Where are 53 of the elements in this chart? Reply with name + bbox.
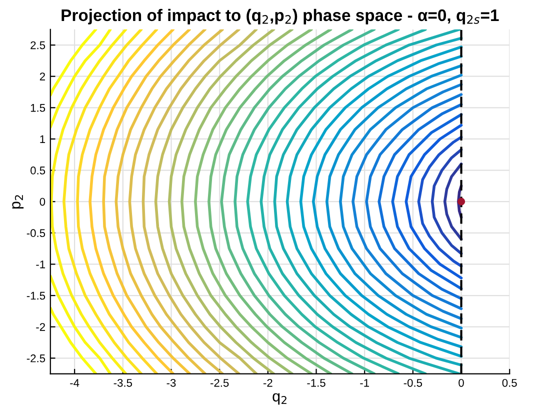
y-tick-label: -1 bbox=[36, 260, 45, 268]
line-series bbox=[246, 29, 400, 374]
line-series bbox=[142, 29, 240, 374]
y-tick-label: 2 bbox=[40, 72, 45, 80]
line-series bbox=[443, 162, 463, 241]
x-tick-label: -4 bbox=[70, 379, 80, 387]
chart-title: Projection of impact to (q$_{2}$,p$_{2}$) phase space - α=0, q$_{2s}$=1 bbox=[62, 8, 499, 24]
line-series bbox=[220, 29, 354, 374]
line-series bbox=[102, 29, 191, 374]
line-series bbox=[391, 113, 463, 290]
line-series bbox=[168, 29, 276, 374]
x-tick-label: -3.5 bbox=[114, 378, 132, 387]
line-series bbox=[114, 29, 206, 374]
y-tick-label: 2.5 bbox=[30, 41, 46, 50]
line-series bbox=[339, 74, 463, 330]
line-series bbox=[417, 136, 463, 268]
y-tick-label: -1.5 bbox=[26, 292, 46, 300]
y-tick-label: -2.5 bbox=[26, 354, 46, 362]
line-series bbox=[180, 29, 294, 374]
x-tick-label: -1.5 bbox=[307, 379, 326, 387]
line-series bbox=[62, 29, 143, 374]
line-series bbox=[365, 93, 463, 310]
x-tick-label: -2.5 bbox=[210, 378, 229, 387]
line-series bbox=[76, 29, 158, 374]
line-series bbox=[352, 83, 463, 320]
line-series bbox=[234, 29, 376, 374]
y-tick-label: 1.5 bbox=[30, 104, 46, 112]
y-axis-title: p$_{2}$ bbox=[12, 195, 24, 209]
line-series bbox=[260, 29, 427, 374]
x-axis-title: q$_{2}$ bbox=[272, 393, 286, 405]
line-series bbox=[128, 29, 224, 374]
line-series bbox=[50, 29, 98, 97]
line-series bbox=[50, 29, 112, 128]
x-tick-label: 0 bbox=[458, 378, 464, 387]
line-series bbox=[194, 29, 313, 374]
line-series bbox=[404, 124, 463, 280]
x-tick-label: -3 bbox=[166, 378, 176, 387]
x-tick-label: -0.5 bbox=[404, 378, 422, 387]
y-tick-label: 0 bbox=[40, 198, 46, 206]
line-series bbox=[50, 306, 98, 374]
x-tick-label: -2 bbox=[263, 378, 272, 387]
x-tick-label: 0.5 bbox=[502, 378, 517, 387]
line-series bbox=[378, 103, 463, 300]
line-series bbox=[88, 29, 175, 374]
line-series bbox=[430, 148, 463, 255]
line-series bbox=[154, 29, 258, 374]
y-tick-label: 1 bbox=[40, 135, 45, 144]
line-series bbox=[50, 274, 112, 374]
y-tick-label: 0.5 bbox=[30, 166, 46, 174]
x-tick-label: -1 bbox=[360, 379, 369, 387]
line-series bbox=[208, 29, 332, 374]
y-tick-label: -2 bbox=[36, 323, 45, 331]
y-tick-label: -0.5 bbox=[26, 229, 46, 238]
